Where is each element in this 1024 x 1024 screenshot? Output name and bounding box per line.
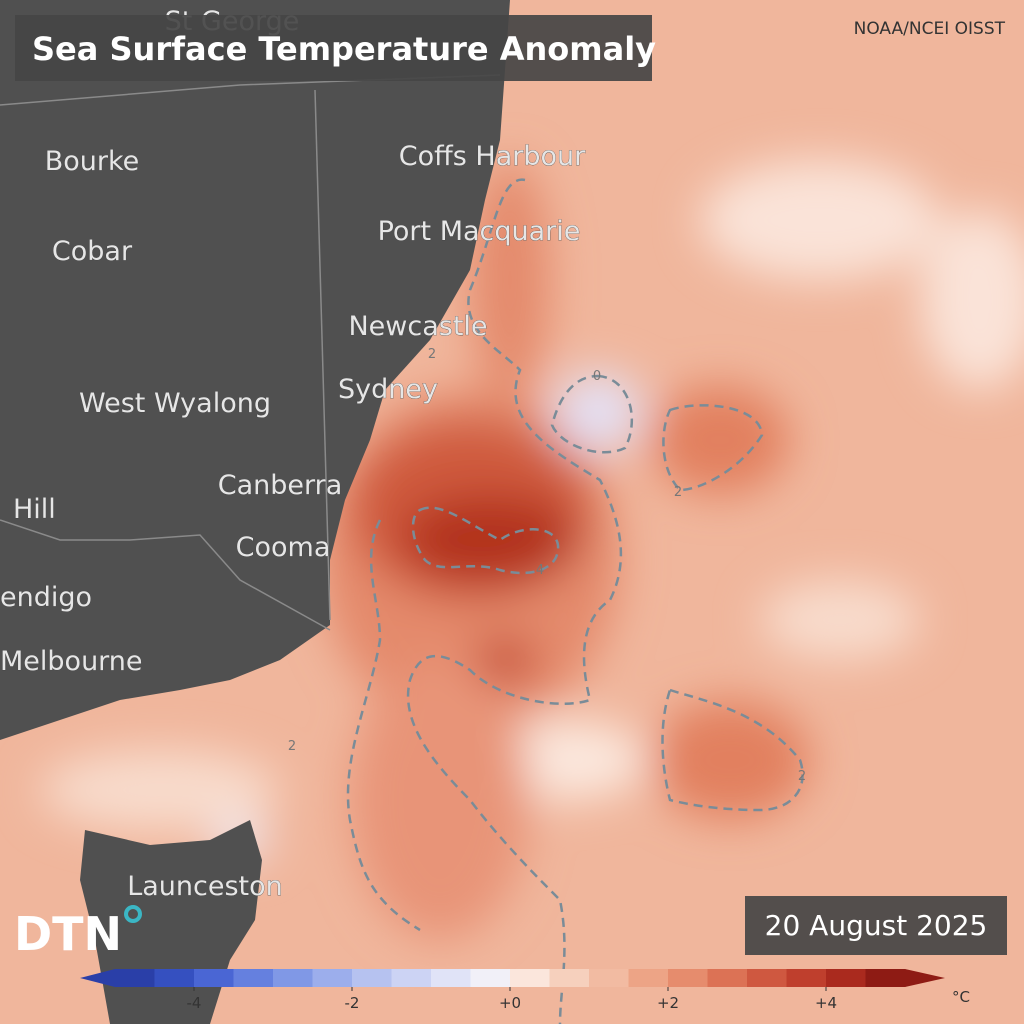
place: Sydney	[338, 374, 438, 405]
contours	[346, 178, 804, 1024]
colorbar-segment	[391, 969, 432, 987]
place: Launceston	[127, 871, 283, 902]
place: Canberra	[218, 470, 343, 501]
colorbar-tick-label: +0	[499, 994, 521, 1012]
contour-labels: 0 2 4 2 2 2	[288, 347, 806, 784]
colorbar-segment	[431, 969, 471, 987]
source: NOAA/NCEI OISST	[854, 19, 1006, 39]
colorbar-segment	[273, 969, 313, 987]
anomaly-field	[40, 160, 1024, 940]
colorbar-tick-label: -4	[187, 994, 202, 1012]
colorbar-segment	[549, 969, 590, 987]
place: Cooma	[236, 532, 331, 563]
colorbar-segment	[786, 969, 827, 987]
colorbar-segment	[668, 969, 708, 987]
place: Coffs Harbour	[399, 141, 586, 172]
place: Bourke	[45, 146, 140, 177]
contour-label: 2	[288, 739, 296, 754]
colorbar-segment	[470, 969, 511, 987]
colorbar-segment	[233, 969, 274, 987]
place: West Wyalong	[79, 388, 271, 419]
contour-label: 2	[428, 347, 436, 362]
contour-label: 2	[674, 485, 682, 500]
colorbar-segment	[352, 969, 392, 987]
colorbar-segment	[865, 969, 906, 987]
colorbar-extend-high	[905, 969, 945, 987]
colorbar-tick-label: -2	[345, 994, 360, 1012]
logo-dot	[124, 905, 142, 923]
colorbar-unit: °C	[952, 988, 970, 1006]
title: Sea Surface Temperature Anomaly	[32, 30, 656, 68]
colorbar-segment	[115, 969, 155, 987]
contour-label: 2	[798, 769, 806, 784]
place: Newcastle	[348, 311, 487, 342]
logo: DTN	[14, 907, 122, 961]
place: Hill	[13, 494, 56, 525]
colorbar-tick-label: +4	[815, 994, 837, 1012]
colorbar: -4 -2 +0 +2 +4 °C	[80, 969, 970, 1012]
colorbar-segment	[312, 969, 353, 987]
contour-label: 0	[593, 369, 601, 384]
land	[0, 0, 510, 740]
colorbar-segment	[194, 969, 234, 987]
date-box	[745, 896, 1007, 955]
title-box	[15, 15, 652, 81]
place: Melbourne	[0, 646, 143, 677]
colorbar-segment	[707, 969, 748, 987]
colorbar-tick-label: +2	[657, 994, 679, 1012]
date: 20 August 2025	[765, 909, 988, 942]
colorbar-extend-low	[80, 969, 115, 987]
colorbar-segment	[154, 969, 195, 987]
place: Port Macquarie	[378, 216, 581, 247]
colorbar-segment	[510, 969, 550, 987]
place: endigo	[0, 582, 92, 613]
place: Cobar	[52, 236, 133, 267]
colorbar-segment	[628, 969, 669, 987]
contour-label: 4	[536, 563, 544, 578]
colorbar-segment	[747, 969, 787, 987]
colorbar-segment	[589, 969, 629, 987]
colorbar-segment	[826, 969, 866, 987]
